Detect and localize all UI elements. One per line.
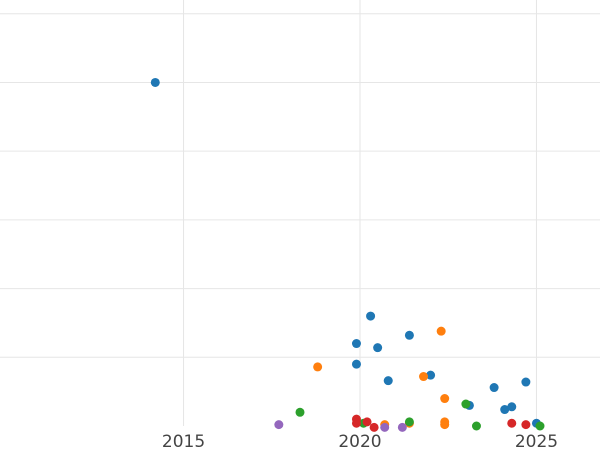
- data-point-s1-7: [440, 417, 450, 427]
- data-point-s4-1: [380, 422, 390, 432]
- data-point-s0-6: [383, 376, 393, 386]
- data-point-s4-2: [397, 422, 407, 432]
- data-points: [150, 77, 545, 432]
- data-point-s0-4: [404, 330, 414, 340]
- x-tick-label: 2025: [515, 432, 558, 450]
- data-point-s0-2: [351, 339, 361, 349]
- gridlines: [0, 0, 600, 426]
- data-point-s2-1: [461, 399, 471, 409]
- data-point-s1-0: [436, 326, 446, 336]
- data-point-s2-2: [404, 417, 414, 427]
- data-point-s0-11: [500, 405, 510, 415]
- data-point-s0-3: [373, 343, 383, 353]
- data-point-s0-9: [521, 377, 531, 387]
- data-point-s1-3: [440, 394, 450, 404]
- data-point-s0-0: [150, 77, 160, 87]
- data-point-s0-7: [426, 370, 436, 380]
- data-point-s1-1: [313, 362, 323, 372]
- data-point-s3-4: [507, 418, 517, 428]
- data-point-s0-1: [366, 311, 376, 321]
- data-point-s3-3: [369, 422, 379, 432]
- data-point-s1-2: [419, 372, 429, 382]
- data-point-s3-1: [362, 417, 372, 427]
- data-point-s3-2: [351, 418, 361, 428]
- data-point-s0-8: [489, 383, 499, 393]
- data-point-s2-4: [535, 421, 545, 431]
- data-point-s2-0: [295, 407, 305, 417]
- data-point-s2-3: [471, 421, 481, 431]
- data-point-s4-0: [274, 420, 284, 430]
- x-tick-label: 2020: [338, 432, 381, 450]
- data-point-s0-5: [351, 359, 361, 369]
- x-tick-label: 2015: [162, 432, 205, 450]
- data-point-s3-5: [521, 420, 531, 430]
- data-point-s0-12: [507, 402, 517, 412]
- x-tick-labels: 2015 2020 2025: [162, 432, 558, 450]
